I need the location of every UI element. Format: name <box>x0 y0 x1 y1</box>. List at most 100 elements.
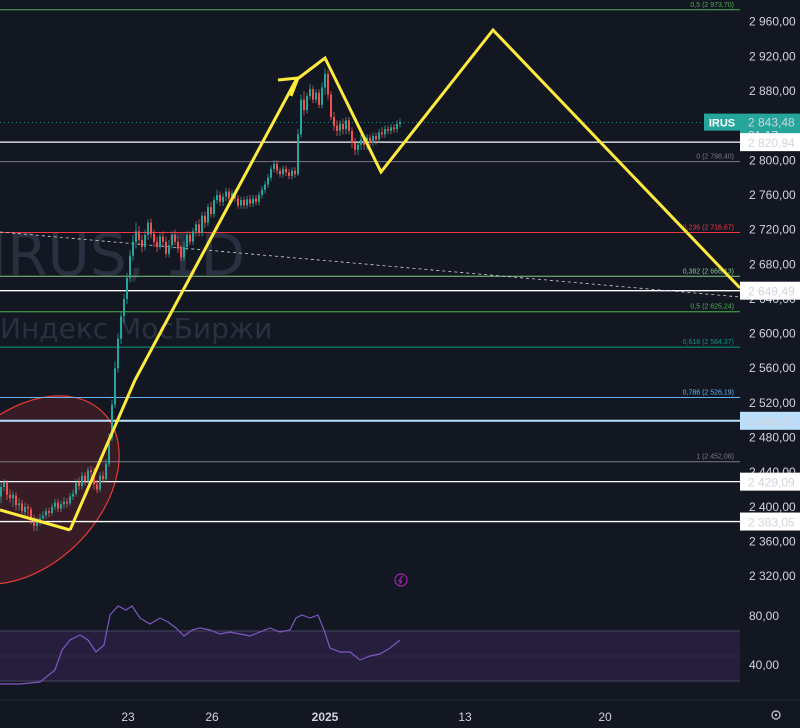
arrow-head <box>277 76 301 97</box>
price-tick-label: 2 800,00 <box>749 153 796 167</box>
candle-body <box>138 231 140 240</box>
candle-body <box>9 494 11 499</box>
candle-body <box>147 222 149 235</box>
fib-label: 0 (2 798,40) <box>696 154 734 161</box>
candle-body <box>210 207 212 215</box>
lightning-icon[interactable] <box>394 573 408 587</box>
candle-body <box>30 509 32 519</box>
candle-body <box>342 123 344 130</box>
candle-body <box>300 99 302 135</box>
candle-body <box>63 501 65 505</box>
candle-body <box>330 94 332 117</box>
candle-body <box>321 87 323 105</box>
candle-body <box>381 132 383 135</box>
candle-body <box>285 168 287 173</box>
price-tick-label: 2 720,00 <box>749 223 796 237</box>
candle-body <box>288 172 290 176</box>
candle-body <box>174 234 176 242</box>
watermark-exchange: Индекс МосБиржи <box>0 312 272 345</box>
candle-body <box>393 127 395 130</box>
candle-body <box>150 222 152 234</box>
price-axis-background <box>740 0 800 700</box>
fib-layer: 0,5 (2 973,70) 0 (2 798,40) 0,236 (2 716,6… <box>0 2 740 463</box>
candle-body <box>135 231 137 242</box>
rsi-tick-label: 80,00 <box>749 609 779 623</box>
candle-body <box>255 198 257 202</box>
candle-body <box>369 137 371 143</box>
candle-body <box>72 493 74 497</box>
candle-body <box>375 136 377 140</box>
price-axis[interactable]: 2 960,002 920,002 880,002 840,002 800,00… <box>740 0 800 700</box>
candle-body <box>327 73 329 95</box>
rsi-tick-label: 40,00 <box>749 658 779 672</box>
candle-body <box>57 502 59 509</box>
price-label-text: 2 429,09 <box>748 476 795 490</box>
candle-body <box>240 200 242 206</box>
fib-label: 0,618 (2 584,37) <box>683 339 734 346</box>
candle-body <box>384 129 386 135</box>
price-label-text: 2 649,49 <box>748 285 795 299</box>
price-label-box <box>740 411 800 430</box>
candle-body <box>51 506 53 513</box>
price-tick-label: 2 680,00 <box>749 257 796 271</box>
price-tick-label: 2 760,00 <box>749 188 796 202</box>
candle-body <box>78 482 80 487</box>
candle-body <box>126 278 128 299</box>
candle-body <box>309 89 311 97</box>
candle-body <box>270 168 272 178</box>
candle-body <box>159 236 161 247</box>
candle-body <box>396 123 398 130</box>
candle-body <box>267 177 269 185</box>
price-label-text: 2 383,05 <box>748 516 795 530</box>
candle-body <box>42 515 44 519</box>
rsi-line <box>0 605 401 685</box>
dashed-trendline <box>0 231 741 298</box>
time-tick-label: 23 <box>121 710 135 724</box>
candle-body <box>129 255 131 279</box>
candle-body <box>18 503 20 506</box>
candle-body <box>222 196 224 202</box>
price-tick-label: 2 960,00 <box>749 15 796 29</box>
time-tick-label: 2025 <box>312 710 339 724</box>
gear-icon[interactable] <box>771 710 781 720</box>
candle-body <box>264 184 266 190</box>
projection-path <box>68 27 742 531</box>
candle-body <box>90 470 92 473</box>
price-tick-label: 2 520,00 <box>749 396 796 410</box>
candle-body <box>333 116 335 126</box>
fib-label: 0,5 (2 625,24) <box>690 304 734 311</box>
candle-body <box>351 130 353 143</box>
candle-body <box>75 482 77 494</box>
watermark-symbol: IRUS, 1D <box>0 221 245 289</box>
candle-body <box>291 170 293 176</box>
candle-body <box>180 248 182 258</box>
rsi-axis: 80,00 40,00 <box>749 609 779 672</box>
candle-body <box>177 241 179 249</box>
candle-body <box>12 494 14 499</box>
candle-body <box>279 170 281 175</box>
candle-body <box>387 129 389 131</box>
candle-body <box>315 92 317 100</box>
candle-body <box>294 170 296 175</box>
price-label-text: 2 499,32 <box>748 415 795 429</box>
candle-body <box>216 194 218 201</box>
candle-body <box>141 240 143 247</box>
candle-body <box>378 132 380 140</box>
fib-label: 0,382 (2 666,13) <box>683 268 734 275</box>
candle-body <box>183 246 185 258</box>
candle-body <box>198 224 200 234</box>
candle-body <box>282 168 284 175</box>
candle-body <box>219 194 221 202</box>
price-tick-label: 2 360,00 <box>749 535 796 549</box>
candle-body <box>162 236 164 242</box>
candle-body <box>273 163 275 169</box>
candle-body <box>15 495 17 506</box>
time-axis[interactable]: 23 26 2025 13 20 <box>0 699 800 724</box>
candle-body <box>120 316 122 339</box>
fib-label: 0,236 (2 716,67) <box>683 224 734 231</box>
candle-body <box>237 198 239 206</box>
highlight-ellipse <box>0 395 120 585</box>
candle-body <box>204 215 206 223</box>
time-tick-label: 13 <box>458 710 472 724</box>
